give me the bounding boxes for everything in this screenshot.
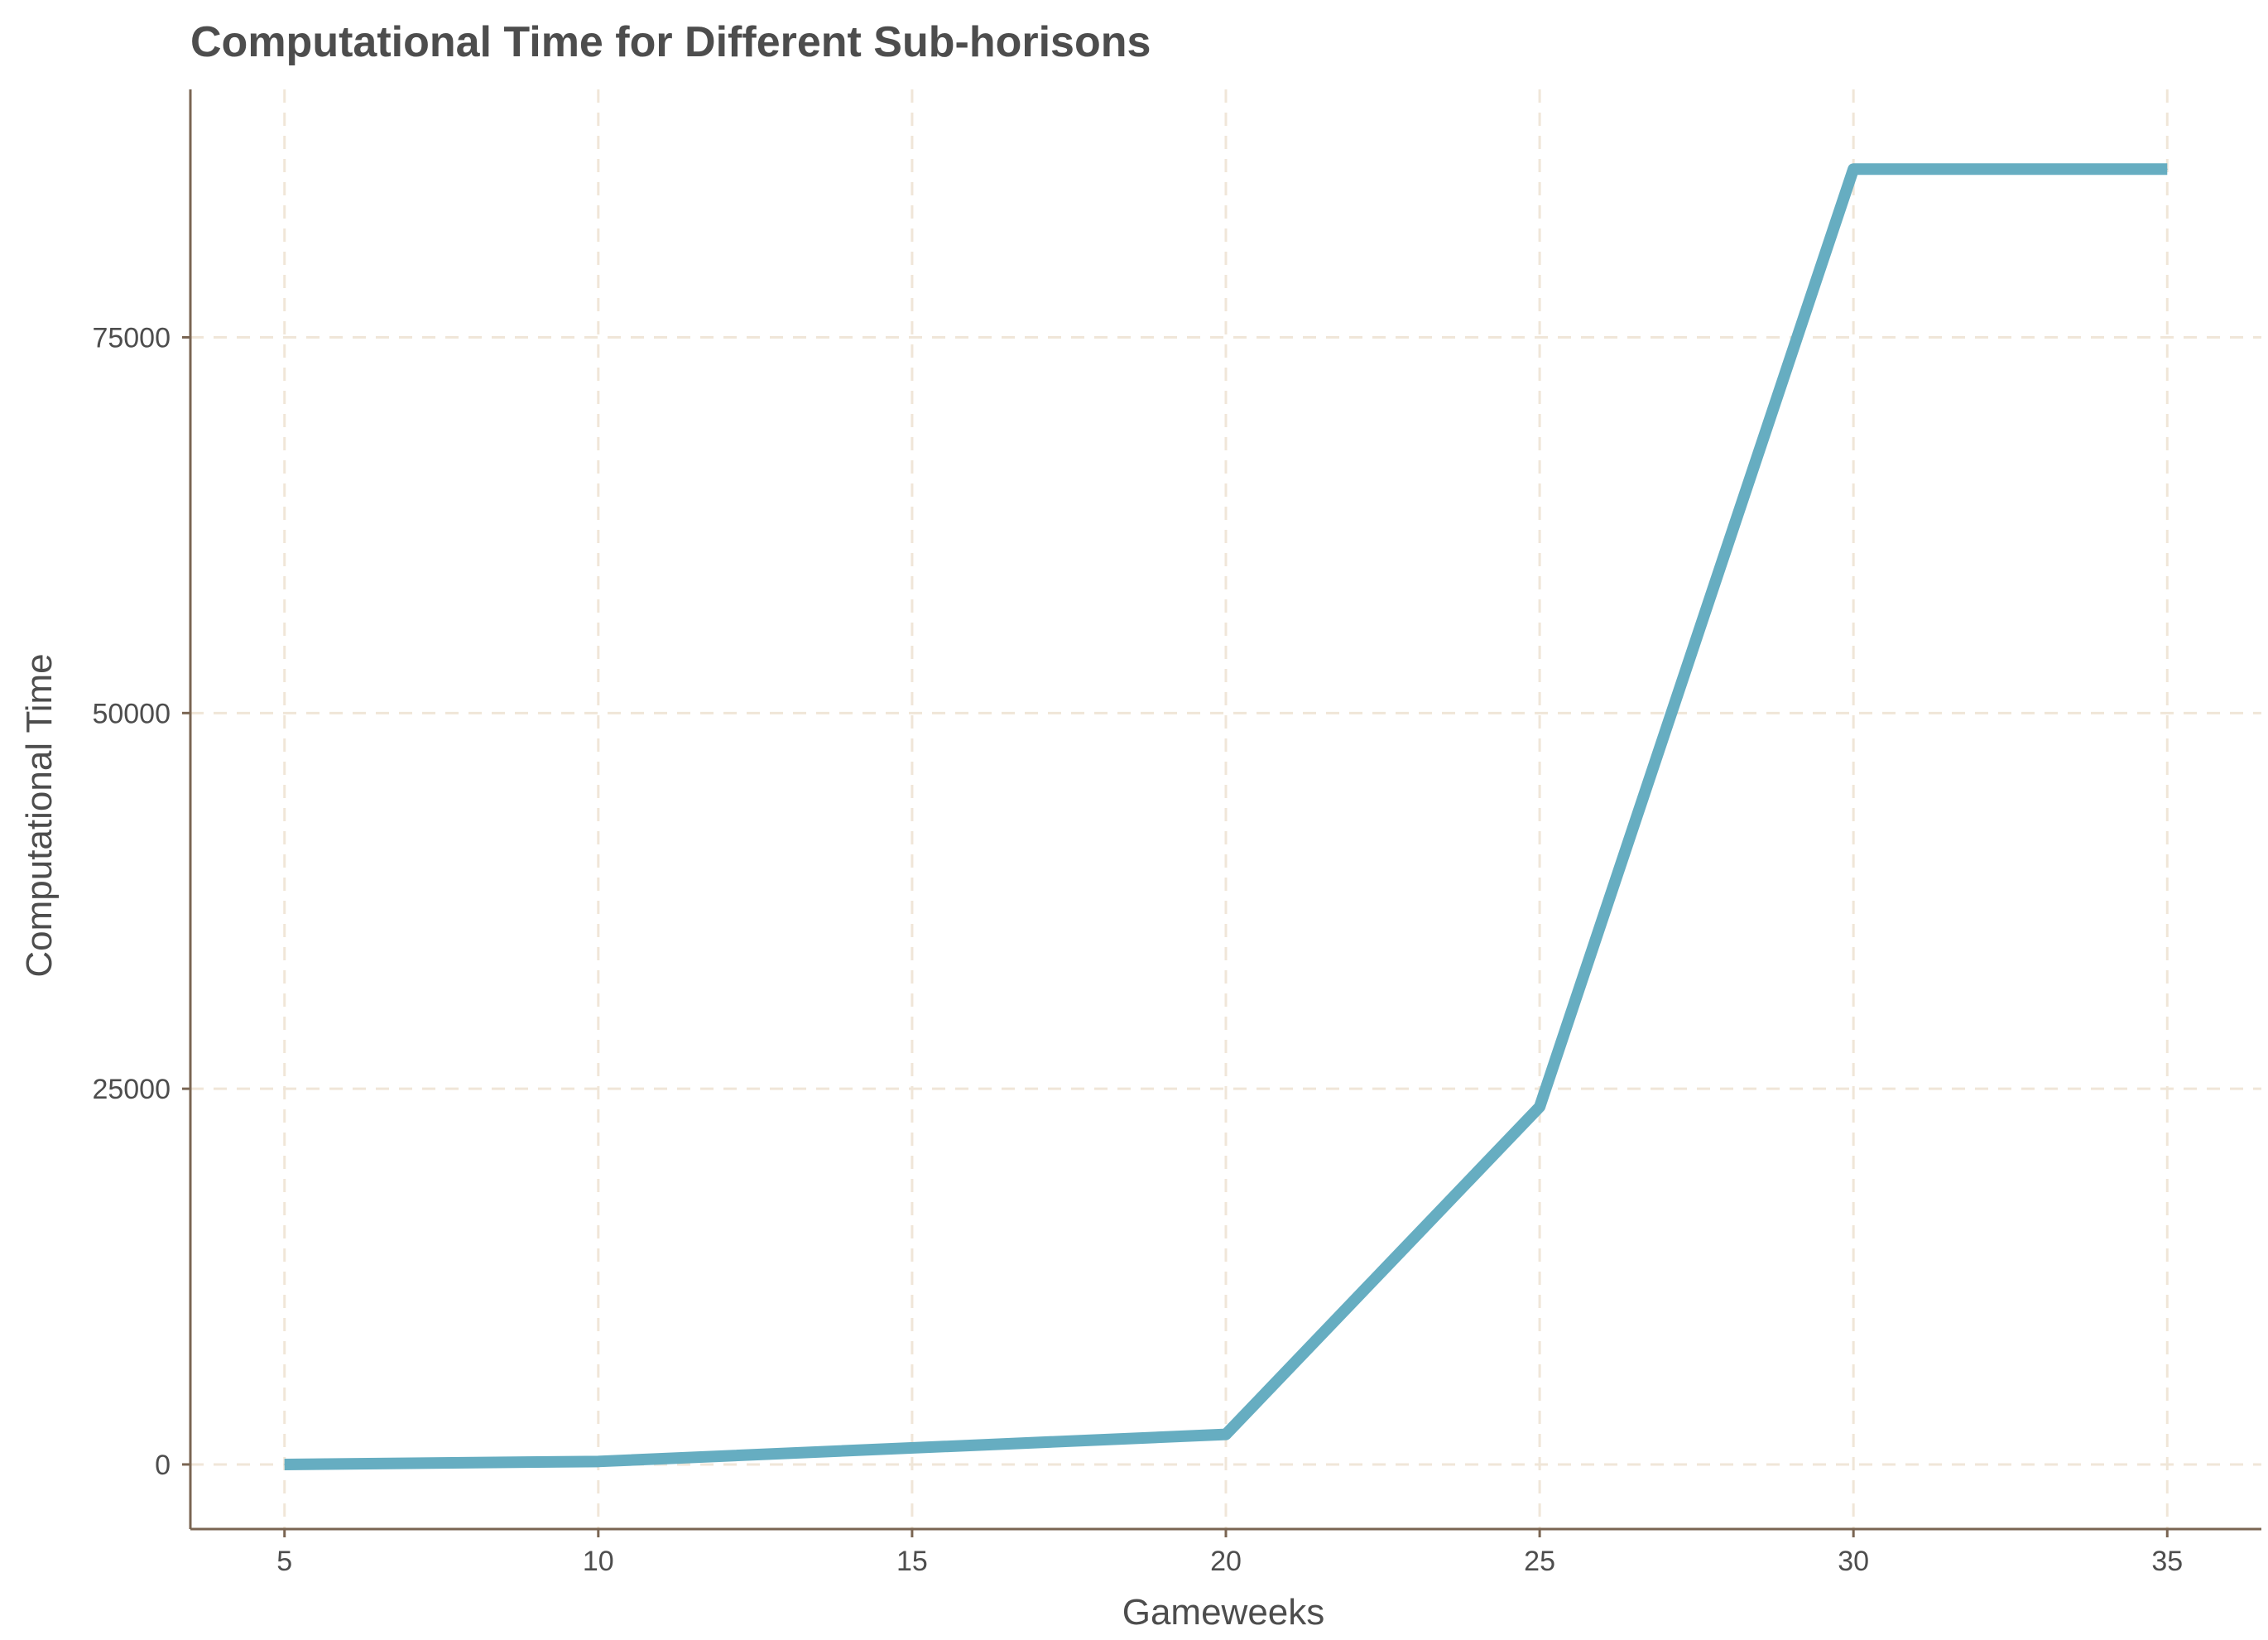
y-tick-label: 0: [155, 1450, 171, 1481]
x-tick-label: 5: [276, 1546, 292, 1577]
data-point: [1852, 168, 1854, 170]
x-tick-label: 20: [1210, 1546, 1242, 1577]
y-tick-label: 50000: [92, 698, 171, 729]
ticks: 5 10 15 20 25 30 35 0 25000 50000 75000: [92, 323, 2183, 1577]
x-tick-label: 35: [2151, 1546, 2183, 1577]
x-tick-label: 30: [1838, 1546, 1869, 1577]
x-tick-label: 25: [1524, 1546, 1555, 1577]
series-layer: [284, 163, 2168, 1470]
y-tick-label: 25000: [92, 1074, 171, 1105]
data-point: [2166, 168, 2168, 170]
x-axis-label: Gameweeks: [1122, 1592, 1325, 1633]
x-tick-label: 15: [896, 1546, 928, 1577]
series-line-1: [284, 163, 2168, 1470]
x-tick-label: 10: [583, 1546, 614, 1577]
chart-title: Computational Time for Different Sub-hor…: [190, 18, 1151, 66]
data-point: [1225, 1434, 1227, 1436]
grid: [190, 89, 2261, 1529]
y-tick-label: 75000: [92, 323, 171, 354]
y-axis-label: Computational Time: [19, 653, 60, 977]
